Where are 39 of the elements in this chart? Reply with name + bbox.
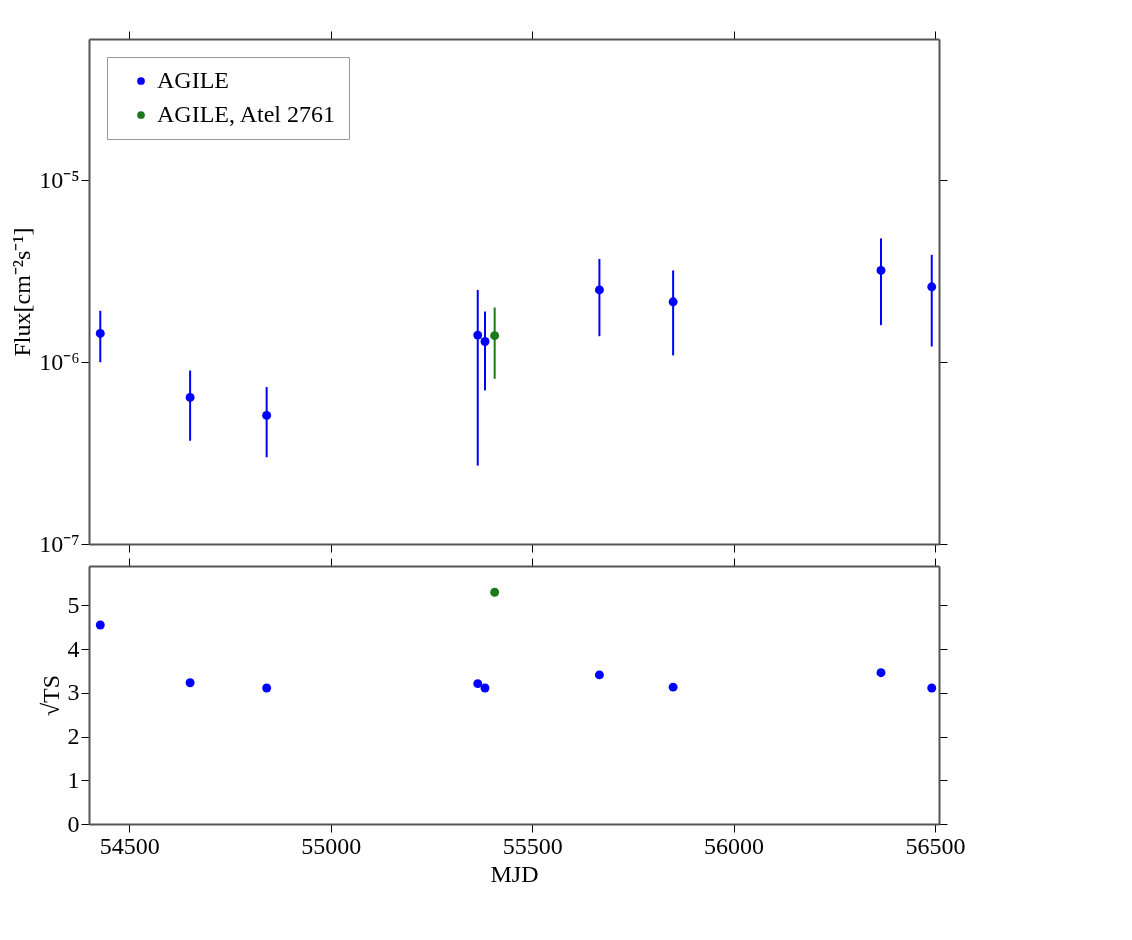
point — [594, 670, 604, 680]
point — [927, 683, 937, 693]
x-tick-label: 55500 — [502, 832, 563, 859]
point — [594, 285, 604, 295]
point — [668, 297, 678, 307]
point — [876, 668, 886, 678]
y-tick-label: 0 — [67, 810, 80, 837]
point — [473, 679, 483, 689]
point — [95, 328, 105, 338]
point — [480, 683, 490, 693]
point — [668, 682, 678, 692]
legend-label: AGILE, Atel 2761 — [157, 101, 335, 127]
point — [262, 683, 272, 693]
point — [95, 620, 105, 630]
point — [480, 337, 490, 346]
point — [473, 330, 483, 340]
point — [490, 587, 500, 597]
point — [185, 678, 195, 688]
x-tick-label: 55000 — [301, 832, 362, 859]
y-tick-label: 3 — [67, 679, 80, 706]
y-tick-label: 2 — [67, 723, 80, 750]
y-axis-title: Flux[cm⁻²s⁻¹] — [9, 227, 36, 357]
x-tick-label: 56000 — [704, 832, 765, 859]
y-tick-label: 10⁻⁵ — [39, 166, 80, 193]
x-tick-label: 56500 — [905, 832, 966, 859]
point — [876, 265, 886, 275]
y-tick-label: 1 — [67, 766, 80, 793]
point — [927, 282, 937, 292]
point — [490, 331, 500, 341]
y-tick-label: 10⁻⁷ — [39, 530, 80, 557]
y-axis-title: √TS — [37, 674, 64, 717]
x-axis-title: MJD — [490, 860, 539, 887]
y-tick-label: 5 — [67, 591, 80, 618]
point — [262, 410, 272, 420]
legend-label: AGILE — [157, 67, 229, 93]
x-tick-label: 54500 — [99, 832, 160, 859]
y-tick-label: 10⁻⁶ — [39, 348, 80, 375]
y-tick-label: 4 — [67, 635, 80, 662]
point — [185, 392, 195, 402]
